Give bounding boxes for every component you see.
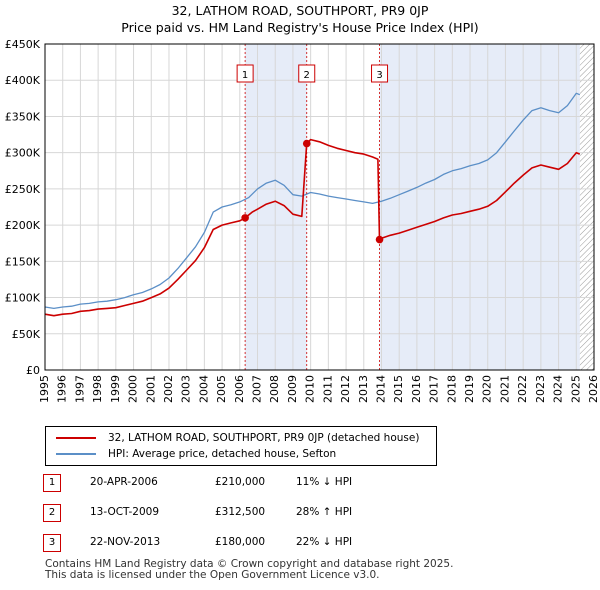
x-tick-label: 2001 (144, 375, 157, 403)
x-tick-label: 2003 (180, 375, 193, 403)
sale-point (241, 214, 249, 222)
transaction-date: 22-NOV-2013 (90, 536, 161, 548)
y-tick-label: £350K (5, 110, 41, 123)
transaction-price: £210,000 (215, 476, 266, 488)
x-tick-label: 2024 (552, 375, 565, 403)
property-line-swatch (56, 437, 96, 439)
x-tick-label: 2023 (534, 375, 547, 403)
x-tick-label: 2007 (251, 375, 264, 403)
x-tick-label: 2002 (162, 375, 175, 403)
table-row: 3 22-NOV-2013 £180,000 22% ↓ HPI (43, 534, 463, 552)
x-tick-label: 2026 (587, 375, 600, 403)
legend: 32, LATHOM ROAD, SOUTHPORT, PR9 0JP (det… (45, 426, 437, 466)
ownership-shade (379, 44, 580, 370)
x-tick-label: 2018 (445, 375, 458, 403)
shaded-periods (245, 44, 594, 370)
x-tick-label: 2020 (481, 375, 494, 403)
sale-point (375, 235, 384, 244)
sale-point (302, 139, 311, 148)
y-tick-label: £0 (26, 364, 40, 377)
marker-box (298, 64, 316, 83)
x-tick-label: 2010 (304, 375, 317, 403)
hpi-line (44, 92, 581, 310)
y-tick-label: £200K (5, 219, 41, 232)
transaction-price: £312,500 (215, 506, 266, 518)
transaction-markers: 1 2 3 (236, 44, 389, 370)
x-tick-label: 1995 (38, 375, 51, 403)
title-subtitle: Price paid vs. HM Land Registry's House … (121, 20, 479, 35)
transaction-hpi-diff: 28% ↑ HPI (296, 506, 353, 518)
y-tick-label: £50K (12, 328, 41, 341)
transaction-badge: 1 (43, 474, 61, 492)
chart-title: 32, LATHOM ROAD, SOUTHPORT, PR9 0JP Pric… (0, 2, 600, 36)
x-tick-label: 1998 (91, 375, 104, 403)
transaction-hpi-diff: 11% ↓ HPI (296, 476, 353, 488)
transaction-price: £180,000 (215, 536, 266, 548)
x-tick-label: 2015 (392, 375, 405, 403)
hpi-line-swatch (56, 453, 96, 455)
y-tick-label: £300K (5, 147, 41, 160)
transaction-date: 20-APR-2006 (90, 476, 158, 488)
x-tick-label: 2013 (357, 375, 370, 403)
x-tick-label: 2006 (233, 375, 246, 403)
x-tick-label: 1996 (56, 375, 69, 403)
y-tick-label: £150K (5, 255, 41, 268)
x-tick-label: 2019 (463, 375, 476, 403)
series-lines (44, 92, 581, 317)
future-hatch (579, 44, 594, 370)
transaction-hpi-diff: 22% ↓ HPI (296, 536, 353, 548)
y-axis: £0 £50K £100K £150K £200K £250K £300K £350K £400… (5, 38, 41, 377)
price-chart: £0 £50K £100K £150K £200K £250K £300K £350K £400… (5, 38, 600, 403)
property-price-line (44, 138, 581, 317)
legend-item-property: 32, LATHOM ROAD, SOUTHPORT, PR9 0JP (det… (56, 430, 419, 446)
table-row: 2 13-OCT-2009 £312,500 28% ↑ HPI (43, 504, 463, 522)
x-axis: 1995 1996 1997 1998 1999 2000 2001 2002 2003 2004… (38, 375, 600, 403)
x-tick-label: 2005 (215, 375, 228, 403)
transaction-badge: 2 (43, 504, 61, 522)
x-tick-label: 2000 (127, 375, 140, 403)
footer: Contains HM Land Registry data © Crown c… (45, 559, 453, 581)
x-tick-label: 2025 (569, 375, 582, 403)
y-tick-label: £400K (5, 74, 41, 87)
x-tick-label: 2009 (286, 375, 299, 403)
y-tick-label: £100K (5, 292, 41, 305)
x-tick-label: 2017 (428, 375, 441, 403)
ownership-shade (245, 44, 307, 370)
x-tick-label: 2022 (516, 375, 529, 403)
x-tick-label: 1997 (73, 375, 86, 403)
legend-property-label: 32, LATHOM ROAD, SOUTHPORT, PR9 0JP (det… (108, 432, 420, 444)
x-tick-label: 2004 (197, 375, 210, 403)
footer-licence: This data is licensed under the Open Gov… (45, 569, 380, 581)
x-tick-label: 2011 (321, 375, 334, 403)
marker-box (236, 64, 254, 83)
marker-label: 1 (242, 70, 248, 81)
x-tick-label: 2016 (410, 375, 423, 403)
table-row: 1 20-APR-2006 £210,000 11% ↓ HPI (43, 474, 463, 492)
x-tick-label: 2021 (498, 375, 511, 403)
marker-box (371, 64, 389, 83)
x-tick-label: 1999 (109, 375, 122, 403)
x-tick-label: 2008 (268, 375, 281, 403)
y-tick-label: £250K (5, 183, 41, 196)
y-tick-label: £450K (5, 38, 41, 51)
marker-label: 3 (376, 70, 382, 81)
plot-frame (44, 43, 595, 371)
footer-copyright: Contains HM Land Registry data © Crown c… (45, 558, 454, 570)
title-address: 32, LATHOM ROAD, SOUTHPORT, PR9 0JP (171, 3, 429, 18)
legend-item-hpi: HPI: Average price, detached house, Seft… (56, 446, 336, 462)
transaction-date: 13-OCT-2009 (90, 506, 159, 518)
x-tick-label: 2012 (339, 375, 352, 403)
transaction-badge: 3 (43, 534, 61, 552)
marker-label: 2 (304, 70, 310, 81)
x-tick-label: 2014 (374, 375, 387, 403)
legend-hpi-label: HPI: Average price, detached house, Seft… (108, 448, 337, 460)
